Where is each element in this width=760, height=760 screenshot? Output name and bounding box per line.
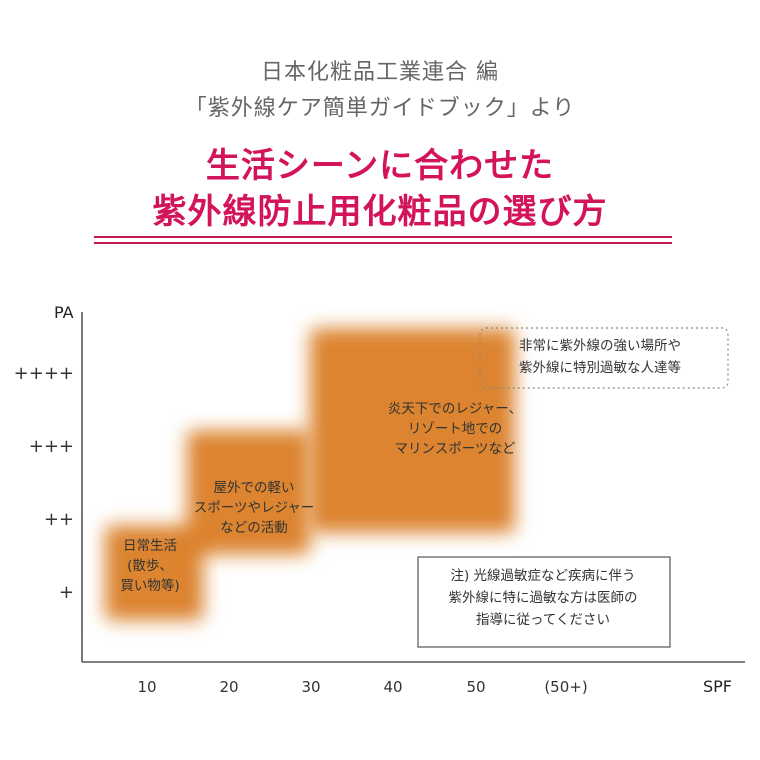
x-tick-label: 10 xyxy=(137,678,156,696)
region-blob xyxy=(105,525,204,621)
title-line-2: 紫外線防止用化粧品の選び方 xyxy=(152,192,608,232)
source-line-1: 日本化粧品工業連合 編 xyxy=(261,60,499,85)
x-tick-label: (50+) xyxy=(544,678,587,696)
title-rule-top xyxy=(94,236,672,238)
y-tick-label: + xyxy=(59,582,74,603)
region-label: 屋外での軽いスポーツやレジャーなどの活動 xyxy=(194,480,315,536)
note-text: 非常に紫外線の強い場所や紫外線に特別過敏な人達等 xyxy=(519,338,681,376)
y-axis-label: PA xyxy=(54,303,74,322)
y-tick-label: +++ xyxy=(29,436,74,457)
x-tick-label: 30 xyxy=(301,678,320,696)
y-tick-label: ++ xyxy=(44,509,74,530)
source-line-2: 「紫外線ケア簡単ガイドブック」より xyxy=(184,96,576,121)
x-tick-label: 50 xyxy=(466,678,485,696)
region-label: 炎天下でのレジャー、リゾート地でのマリンスポーツなど xyxy=(388,401,522,457)
x-axis-label: SPF xyxy=(703,677,732,696)
note-box-dotted xyxy=(479,327,729,389)
x-tick-label: 20 xyxy=(219,678,238,696)
note-box-solid xyxy=(417,556,671,648)
note-text: 注) 光線過敏症など疾病に伴う紫外線に特に過敏な方は医師の指導に従ってください xyxy=(449,568,638,628)
title-rule-bottom xyxy=(94,242,672,244)
region-blob xyxy=(187,430,310,555)
region-label: 日常生活(散歩、買い物等) xyxy=(120,538,179,594)
title-line-1: 生活シーンに合わせた xyxy=(205,146,555,186)
region-blob xyxy=(310,328,515,533)
y-tick-label: ++++ xyxy=(14,363,74,384)
x-tick-label: 40 xyxy=(383,678,402,696)
